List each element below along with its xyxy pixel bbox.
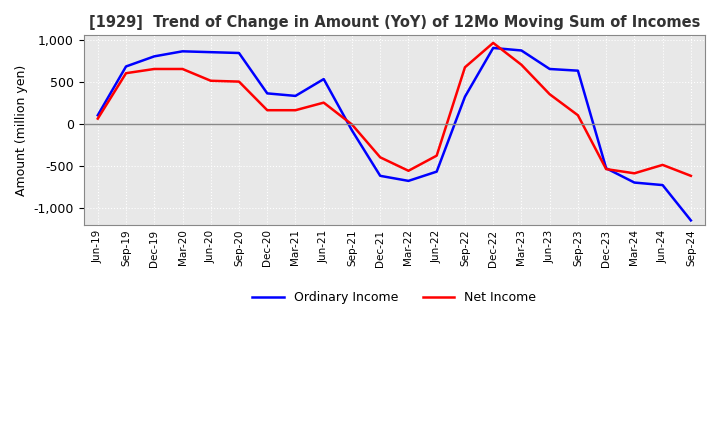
Ordinary Income xyxy=(320,77,328,82)
Ordinary Income xyxy=(602,165,611,171)
Line: Ordinary Income: Ordinary Income xyxy=(98,48,691,220)
Net Income xyxy=(207,78,215,84)
Ordinary Income xyxy=(376,173,384,179)
Net Income xyxy=(517,62,526,67)
Net Income xyxy=(263,107,271,113)
Ordinary Income xyxy=(687,218,696,223)
Ordinary Income xyxy=(263,91,271,96)
Net Income xyxy=(235,79,243,84)
Net Income xyxy=(404,168,413,173)
Net Income xyxy=(602,166,611,172)
Net Income xyxy=(122,70,130,76)
Net Income xyxy=(150,66,158,72)
Net Income xyxy=(433,153,441,158)
Ordinary Income xyxy=(348,128,356,133)
Ordinary Income xyxy=(404,178,413,183)
Ordinary Income xyxy=(545,66,554,72)
Title: [1929]  Trend of Change in Amount (YoY) of 12Mo Moving Sum of Incomes: [1929] Trend of Change in Amount (YoY) o… xyxy=(89,15,700,30)
Net Income xyxy=(348,122,356,127)
Net Income xyxy=(574,113,582,118)
Net Income xyxy=(178,66,186,72)
Ordinary Income xyxy=(658,183,667,188)
Ordinary Income xyxy=(94,113,102,118)
Net Income xyxy=(376,155,384,160)
Ordinary Income xyxy=(207,50,215,55)
Net Income xyxy=(94,116,102,121)
Ordinary Income xyxy=(489,45,498,51)
Ordinary Income xyxy=(122,64,130,69)
Ordinary Income xyxy=(178,49,186,54)
Ordinary Income xyxy=(433,169,441,174)
Line: Net Income: Net Income xyxy=(98,43,691,176)
Ordinary Income xyxy=(150,54,158,59)
Net Income xyxy=(489,40,498,46)
Net Income xyxy=(658,162,667,168)
Ordinary Income xyxy=(517,48,526,53)
Net Income xyxy=(461,65,469,70)
Ordinary Income xyxy=(235,50,243,55)
Net Income xyxy=(320,100,328,105)
Ordinary Income xyxy=(291,93,300,99)
Net Income xyxy=(545,92,554,97)
Net Income xyxy=(291,107,300,113)
Net Income xyxy=(630,171,639,176)
Net Income xyxy=(687,173,696,179)
Ordinary Income xyxy=(630,180,639,185)
Ordinary Income xyxy=(461,94,469,99)
Ordinary Income xyxy=(574,68,582,73)
Legend: Ordinary Income, Net Income: Ordinary Income, Net Income xyxy=(248,286,541,309)
Y-axis label: Amount (million yen): Amount (million yen) xyxy=(15,64,28,196)
